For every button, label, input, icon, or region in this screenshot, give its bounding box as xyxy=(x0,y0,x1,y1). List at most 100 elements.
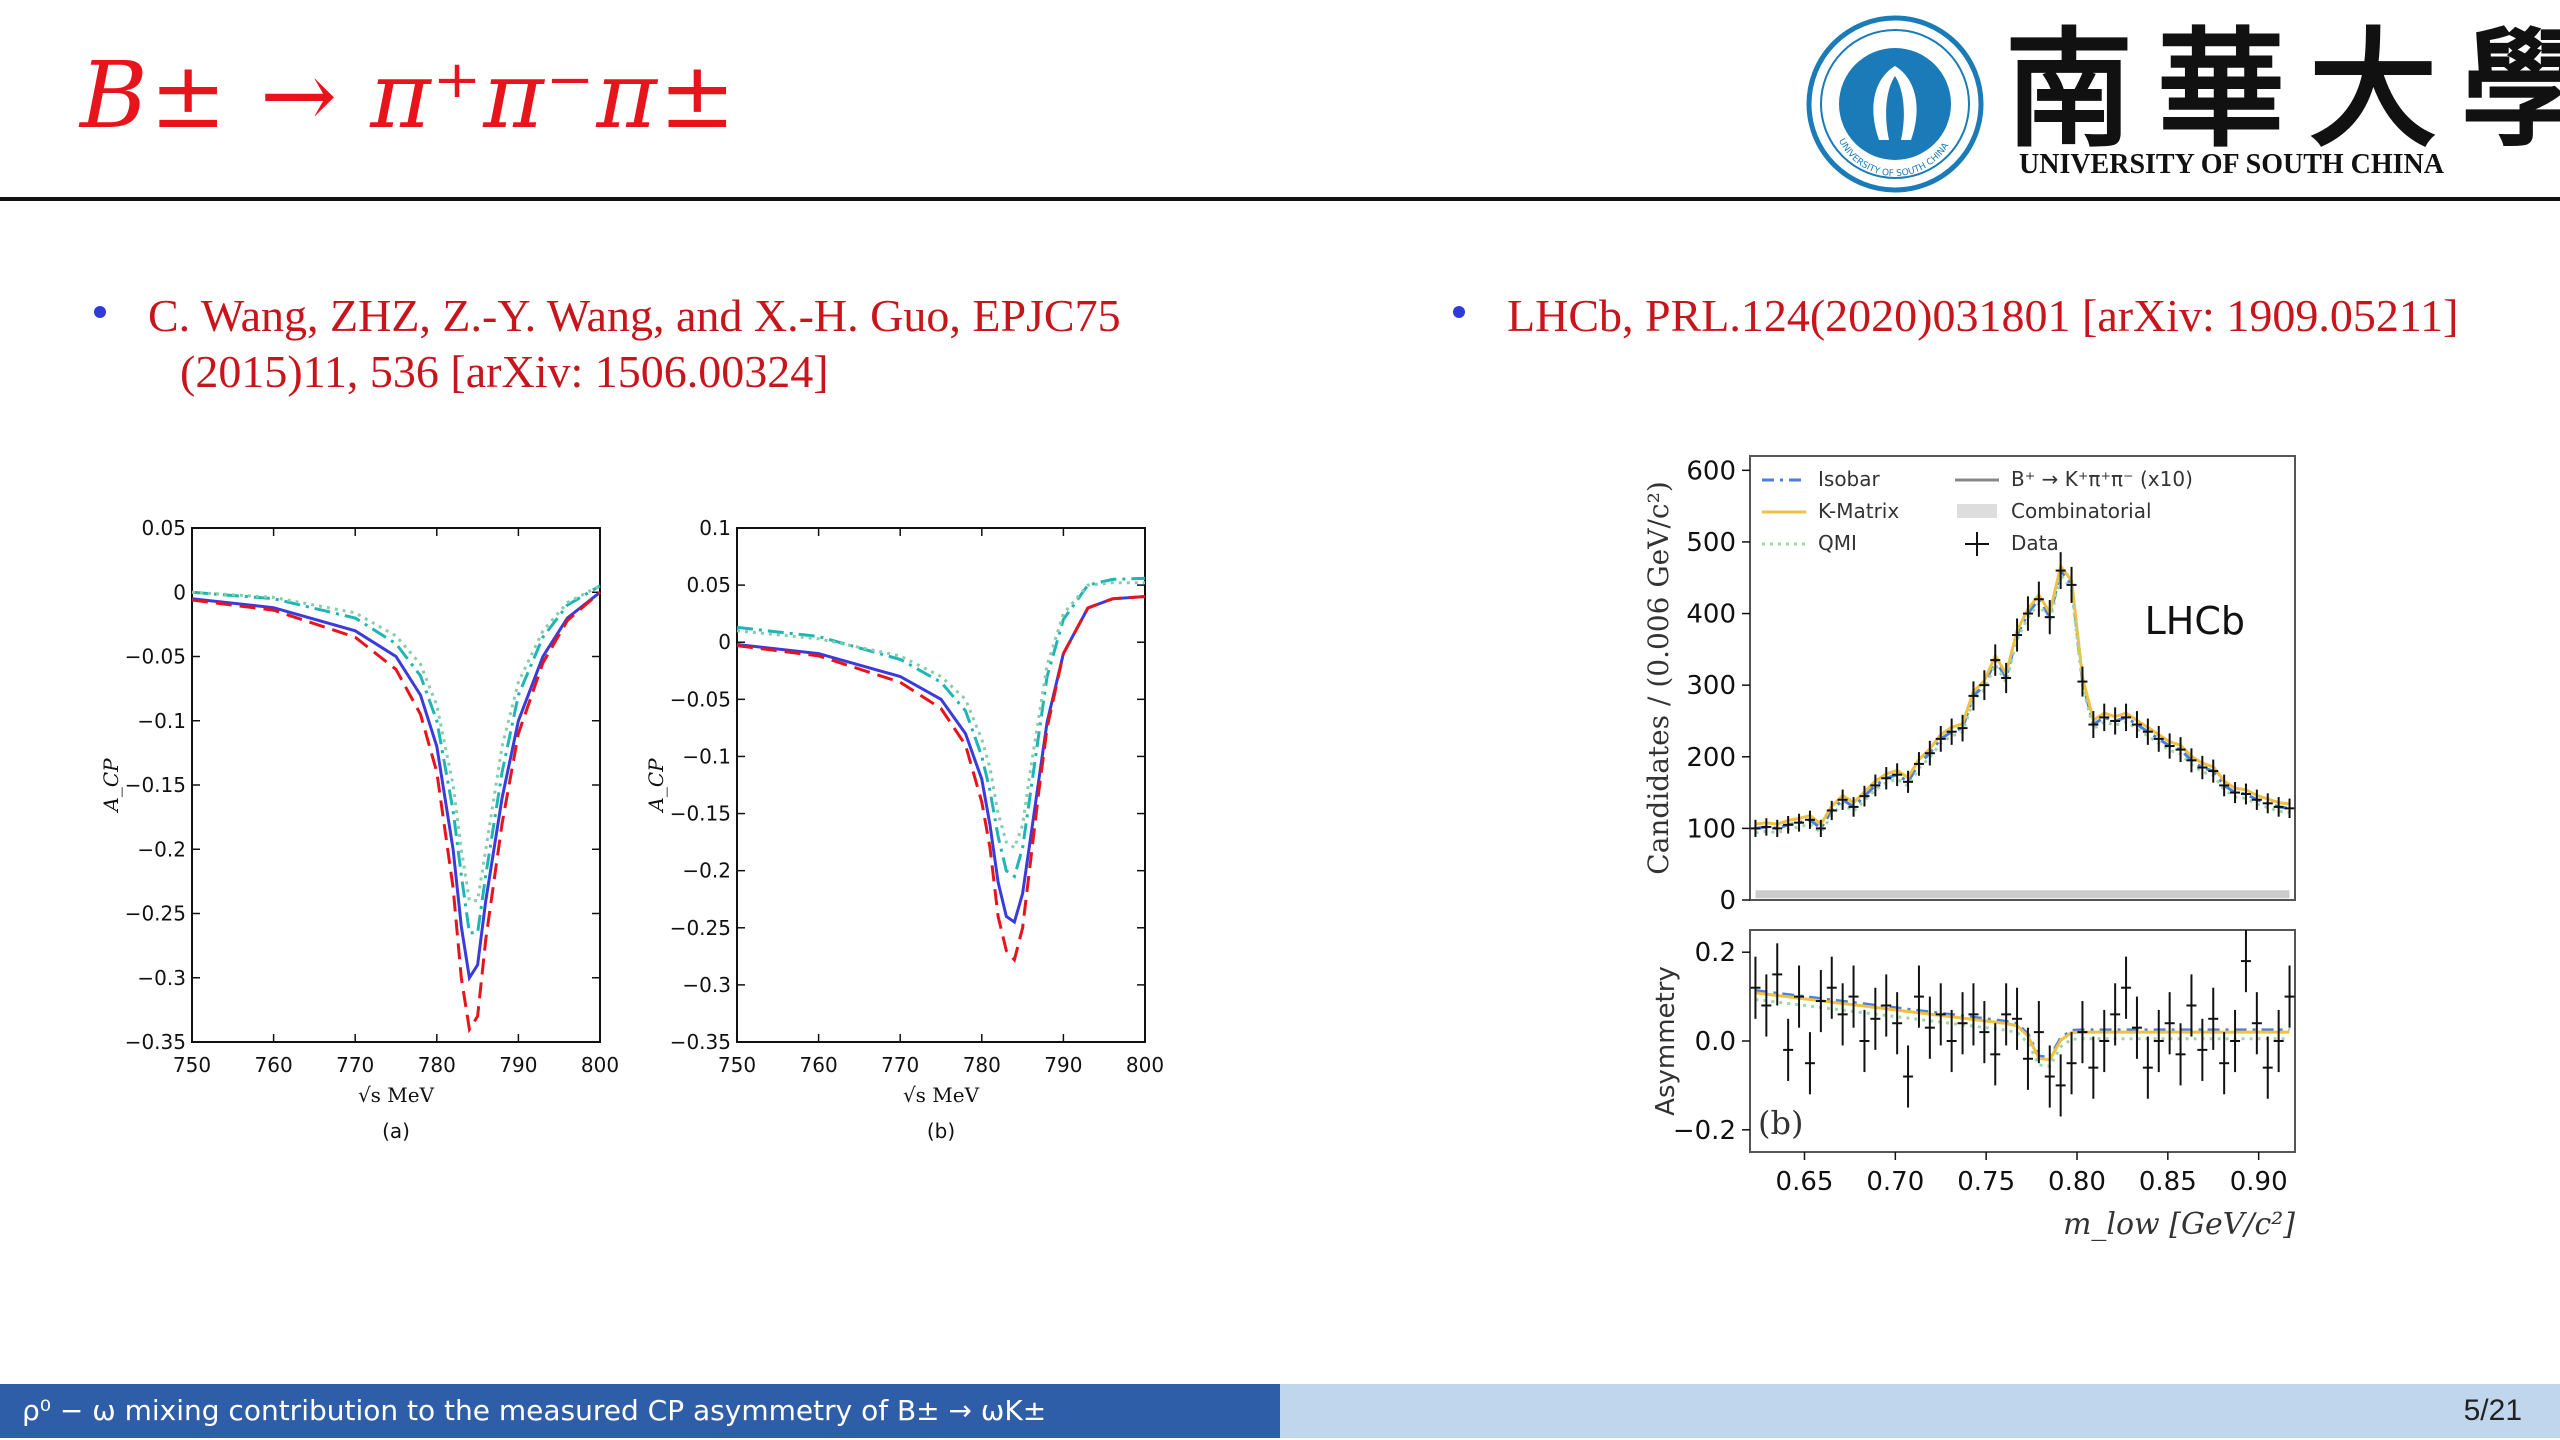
x-tick-label: 0.70 xyxy=(1866,1167,1924,1197)
university-name-chinese: 南華大學 xyxy=(2005,15,2560,165)
university-name-english: UNIVERSITY OF SOUTH CHINA xyxy=(2019,149,2444,180)
x-tick-label: 0.85 xyxy=(2139,1167,2197,1197)
footer-bar: ρ⁰ − ω mixing contribution to the measur… xyxy=(0,1384,1280,1438)
legend-entry: B⁺ → K⁺π⁺π⁻ (x10) xyxy=(2011,467,2193,491)
legend-entry: Isobar xyxy=(1818,467,1881,491)
bullet-left-line2: (2015)11, 536 [arXiv: 1506.00324] xyxy=(180,346,829,397)
page-number: 5/21 xyxy=(2463,1394,2522,1427)
y-tick-label: 100 xyxy=(1686,814,1736,844)
y-tick-label: −0.3 xyxy=(682,973,731,997)
x-tick-label: 780 xyxy=(418,1053,456,1077)
y-tick-label: 0 xyxy=(173,580,186,604)
x-axis-label: m_low [GeV/c²] xyxy=(2063,1207,2295,1242)
bullet-reference-right: LHCb, PRL.124(2020)031801 [arXiv: 1909.0… xyxy=(1453,288,2547,344)
legend-swatch-combinatorial xyxy=(1957,504,1997,518)
y-tick-label: 600 xyxy=(1686,456,1736,486)
panel-label: (a) xyxy=(382,1119,410,1143)
panel-label: (b) xyxy=(927,1119,955,1143)
y-tick-label: 0.05 xyxy=(686,573,731,597)
y-tick-label: 0 xyxy=(1719,886,1736,916)
y-axis-label: Candidates / (0.006 GeV/c²) xyxy=(1642,481,1675,874)
bullet-right-line1: LHCb, PRL.124(2020)031801 [arXiv: 1909.0… xyxy=(1507,290,2459,341)
acp-curve-dashdot xyxy=(736,576,1146,879)
university-logo: UNIVERSITY OF SOUTH CHINA 南華大學 UNIVERSIT… xyxy=(1805,14,2560,194)
acp-curve-dashdot xyxy=(191,584,601,935)
x-tick-label: 760 xyxy=(255,1053,293,1077)
y-tick-label: −0.35 xyxy=(125,1030,186,1054)
y-tick-label: 500 xyxy=(1686,528,1736,558)
acp-curve-dotted xyxy=(191,584,601,903)
lhcb-annotation: LHCb xyxy=(2145,599,2245,643)
y-axis-label: A_CP xyxy=(644,758,668,814)
y-axis-label: Asymmetry xyxy=(1651,966,1681,1116)
y-tick-label: −0.2 xyxy=(682,859,731,883)
x-tick-label: 800 xyxy=(1126,1053,1164,1077)
x-tick-label: 750 xyxy=(173,1053,211,1077)
y-tick-label: −0.2 xyxy=(137,837,186,861)
x-tick-label: 790 xyxy=(499,1053,537,1077)
model-curve-isobar xyxy=(1755,567,2290,831)
acp-chart-b: 0.1 0.05 0 −0.05 −0.1 −0.15 −0.2 −0.25 −0.3 −0.35… xyxy=(644,516,1164,1143)
bullet-reference-left: C. Wang, ZHZ, Z.-Y. Wang, and X.-H. Guo,… xyxy=(94,288,1208,400)
y-tick-label: −0.35 xyxy=(670,1030,731,1054)
acp-curve-dashed xyxy=(191,591,601,1034)
legend-entry: Data xyxy=(2011,531,2059,555)
legend-entry: Combinatorial xyxy=(2011,499,2152,523)
x-tick-label: 760 xyxy=(800,1053,838,1077)
x-tick-label: 0.65 xyxy=(1776,1167,1834,1197)
y-tick-label: −0.25 xyxy=(670,916,731,940)
y-tick-label: 0.05 xyxy=(141,516,186,540)
y-tick-label: −0.15 xyxy=(670,802,731,826)
bullet-dot-icon xyxy=(94,306,106,318)
x-tick-label: 770 xyxy=(336,1053,374,1077)
legend-entry: QMI xyxy=(1818,531,1857,555)
y-tick-label: −0.2 xyxy=(1673,1116,1736,1146)
asym-model-curve-kmatrix xyxy=(1755,991,2290,1062)
x-tick-label: 770 xyxy=(881,1053,919,1077)
bullet-left-line1: C. Wang, ZHZ, Z.-Y. Wang, and X.-H. Guo,… xyxy=(148,290,1121,341)
acp-curve-solid xyxy=(191,591,601,982)
lhcb-figure: 0 100 200 300 400 500 600 Isobar K-Matrix QMI B⁺ →… xyxy=(1642,455,2296,1242)
y-axis-label: A_CP xyxy=(99,758,123,814)
acp-curve-dashed xyxy=(736,595,1146,963)
y-tick-label: −0.05 xyxy=(670,687,731,711)
model-curve-kmatrix xyxy=(1755,562,2290,827)
slide-title: B± → π⁺π⁻π± xyxy=(80,42,738,149)
y-tick-label: −0.15 xyxy=(125,773,186,797)
y-tick-label: 400 xyxy=(1686,600,1736,630)
bullet-dot-icon xyxy=(1453,306,1465,318)
y-tick-label: 0.0 xyxy=(1695,1027,1736,1057)
y-tick-label: −0.05 xyxy=(125,645,186,669)
x-tick-label: 750 xyxy=(718,1053,756,1077)
x-tick-label: 0.75 xyxy=(1957,1167,2015,1197)
x-axis-label: √s MeV xyxy=(903,1083,980,1107)
y-tick-label: 200 xyxy=(1686,743,1736,773)
panel-label: (b) xyxy=(1758,1104,1803,1142)
asym-model-curve-qmi xyxy=(1755,998,2290,1068)
y-tick-label: −0.3 xyxy=(137,966,186,990)
x-axis-label: √s MeV xyxy=(358,1083,435,1107)
x-tick-label: 0.90 xyxy=(2230,1167,2288,1197)
university-seal-icon: UNIVERSITY OF SOUTH CHINA xyxy=(1806,15,1984,193)
x-tick-label: 790 xyxy=(1044,1053,1082,1077)
y-tick-label: −0.1 xyxy=(682,744,731,768)
y-tick-label: 0.1 xyxy=(699,516,731,540)
top-panel-frame xyxy=(1749,455,2296,901)
x-tick-label: 780 xyxy=(963,1053,1001,1077)
y-tick-label: 0 xyxy=(718,630,731,654)
acp-chart-a: 0.05 0 −0.05 −0.1 −0.15 −0.2 −0.25 −0.3 −0.35750… xyxy=(99,516,619,1143)
y-tick-label: 300 xyxy=(1686,671,1736,701)
y-tick-label: 0.2 xyxy=(1695,938,1736,968)
footer-bar-right: 5/21 xyxy=(1280,1384,2560,1438)
acp-curve-dotted xyxy=(736,581,1145,851)
plot-frame xyxy=(736,527,1146,1043)
asym-model-curve-isobar xyxy=(1755,989,2290,1060)
y-tick-label: −0.1 xyxy=(137,709,186,733)
footer-text: ρ⁰ − ω mixing contribution to the measur… xyxy=(22,1394,1047,1427)
legend-entry: K-Matrix xyxy=(1818,499,1899,523)
acp-curve-solid xyxy=(736,595,1146,925)
y-tick-label: −0.25 xyxy=(125,902,186,926)
x-tick-label: 800 xyxy=(581,1053,619,1077)
header-rule xyxy=(0,197,2560,201)
x-tick-label: 0.80 xyxy=(2048,1167,2106,1197)
